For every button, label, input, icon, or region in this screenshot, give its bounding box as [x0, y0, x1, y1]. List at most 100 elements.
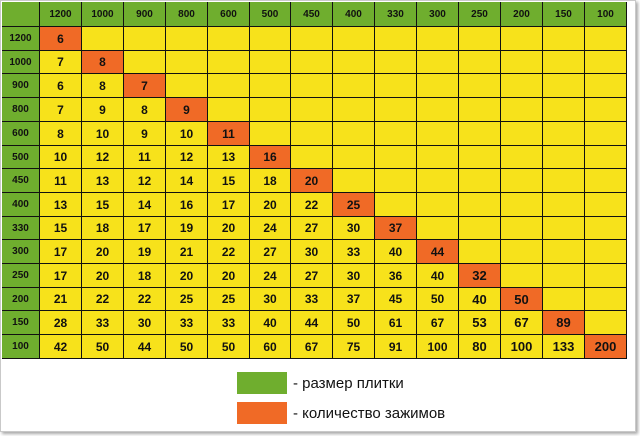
clip-count-cell: 33 — [82, 311, 124, 335]
clip-count-cell: 18 — [124, 264, 166, 288]
empty-cell — [585, 240, 627, 264]
empty-cell — [375, 51, 417, 74]
empty-cell — [124, 27, 166, 51]
clip-count-cell: 9 — [124, 122, 166, 146]
row-header-300: 300 — [2, 240, 40, 264]
clip-count-cell: 33 — [166, 311, 208, 335]
empty-cell — [250, 122, 291, 146]
empty-cell — [501, 169, 543, 193]
row-header-400: 400 — [2, 193, 40, 217]
clip-count-cell: 27 — [250, 240, 291, 264]
empty-cell — [166, 27, 208, 51]
clip-count-cell: 21 — [40, 288, 82, 311]
empty-cell — [417, 51, 459, 74]
legend-item: - размер плитки — [237, 372, 404, 394]
empty-cell — [501, 98, 543, 122]
clip-count-diagonal-cell: 50 — [501, 288, 543, 311]
column-header-900: 900 — [124, 2, 166, 27]
clip-count-diagonal-cell: 25 — [333, 193, 375, 217]
column-header-450: 450 — [291, 2, 333, 27]
row-header-450: 450 — [2, 169, 40, 193]
empty-cell — [459, 98, 501, 122]
empty-cell — [417, 146, 459, 169]
empty-cell — [333, 27, 375, 51]
empty-cell — [459, 240, 501, 264]
empty-cell — [333, 98, 375, 122]
clip-count-cell: 7 — [40, 98, 82, 122]
clip-count-cell: 15 — [82, 193, 124, 217]
clip-count-cell: 6 — [40, 74, 82, 98]
clip-count-cell: 8 — [40, 122, 82, 146]
clip-count-cell: 12 — [124, 169, 166, 193]
clip-count-diagonal-cell: 16 — [250, 146, 291, 169]
row-header-600: 600 — [2, 122, 40, 146]
empty-cell — [208, 51, 250, 74]
empty-cell — [459, 74, 501, 98]
clip-count-cell: 40 — [250, 311, 291, 335]
row-header-500: 500 — [2, 146, 40, 169]
legend-label: - количество зажимов — [293, 404, 446, 422]
clip-count-diagonal-cell: 11 — [208, 122, 250, 146]
clip-count-cell: 10 — [82, 122, 124, 146]
empty-cell — [208, 74, 250, 98]
clip-count-cell: 53 — [459, 311, 501, 335]
column-header-150: 150 — [543, 2, 585, 27]
empty-cell — [250, 27, 291, 51]
empty-cell — [250, 74, 291, 98]
empty-cell — [333, 169, 375, 193]
empty-cell — [250, 51, 291, 74]
clip-count-cell: 40 — [375, 240, 417, 264]
clip-count-diagonal-cell: 37 — [375, 217, 417, 240]
clip-count-cell: 40 — [459, 288, 501, 311]
clip-count-cell: 36 — [375, 264, 417, 288]
empty-cell — [543, 217, 585, 240]
empty-cell — [501, 74, 543, 98]
column-header-300: 300 — [417, 2, 459, 27]
clip-count-cell: 28 — [40, 311, 82, 335]
empty-cell — [585, 193, 627, 217]
clip-count-cell: 40 — [417, 264, 459, 288]
clip-count-cell: 17 — [40, 240, 82, 264]
column-header-500: 500 — [250, 2, 291, 27]
clip-count-cell: 50 — [417, 288, 459, 311]
clip-count-cell: 30 — [250, 288, 291, 311]
clip-count-cell: 22 — [291, 193, 333, 217]
clip-count-cell: 75 — [333, 335, 375, 359]
clip-count-table: 1200 1000 900 800 600 500 450 400 330 300 250 200 15… — [2, 2, 627, 359]
clip-count-diagonal-cell: 8 — [82, 51, 124, 74]
clip-count-cell: 20 — [82, 264, 124, 288]
empty-cell — [543, 193, 585, 217]
clip-count-cell: 44 — [124, 335, 166, 359]
empty-cell — [333, 74, 375, 98]
empty-cell — [501, 193, 543, 217]
column-header-600: 600 — [208, 2, 250, 27]
empty-cell — [543, 122, 585, 146]
empty-cell — [501, 146, 543, 169]
clip-count-diagonal-cell: 89 — [543, 311, 585, 335]
empty-cell — [291, 122, 333, 146]
row-header-330: 330 — [2, 217, 40, 240]
clip-count-cell: 9 — [82, 98, 124, 122]
empty-cell — [543, 288, 585, 311]
empty-cell — [585, 98, 627, 122]
clip-count-cell: 37 — [333, 288, 375, 311]
empty-cell — [585, 51, 627, 74]
empty-cell — [333, 51, 375, 74]
clip-count-cell: 15 — [40, 217, 82, 240]
clip-count-cell: 60 — [250, 335, 291, 359]
empty-cell — [459, 169, 501, 193]
clip-count-cell: 30 — [333, 264, 375, 288]
empty-cell — [459, 193, 501, 217]
clip-count-cell: 20 — [82, 240, 124, 264]
clip-count-cell: 33 — [291, 288, 333, 311]
clip-count-cell: 44 — [291, 311, 333, 335]
clip-count-cell: 19 — [166, 217, 208, 240]
empty-cell — [208, 98, 250, 122]
empty-cell — [501, 27, 543, 51]
clip-count-diagonal-cell: 9 — [166, 98, 208, 122]
empty-cell — [585, 74, 627, 98]
clip-count-cell: 13 — [208, 146, 250, 169]
empty-cell — [291, 98, 333, 122]
empty-cell — [501, 264, 543, 288]
